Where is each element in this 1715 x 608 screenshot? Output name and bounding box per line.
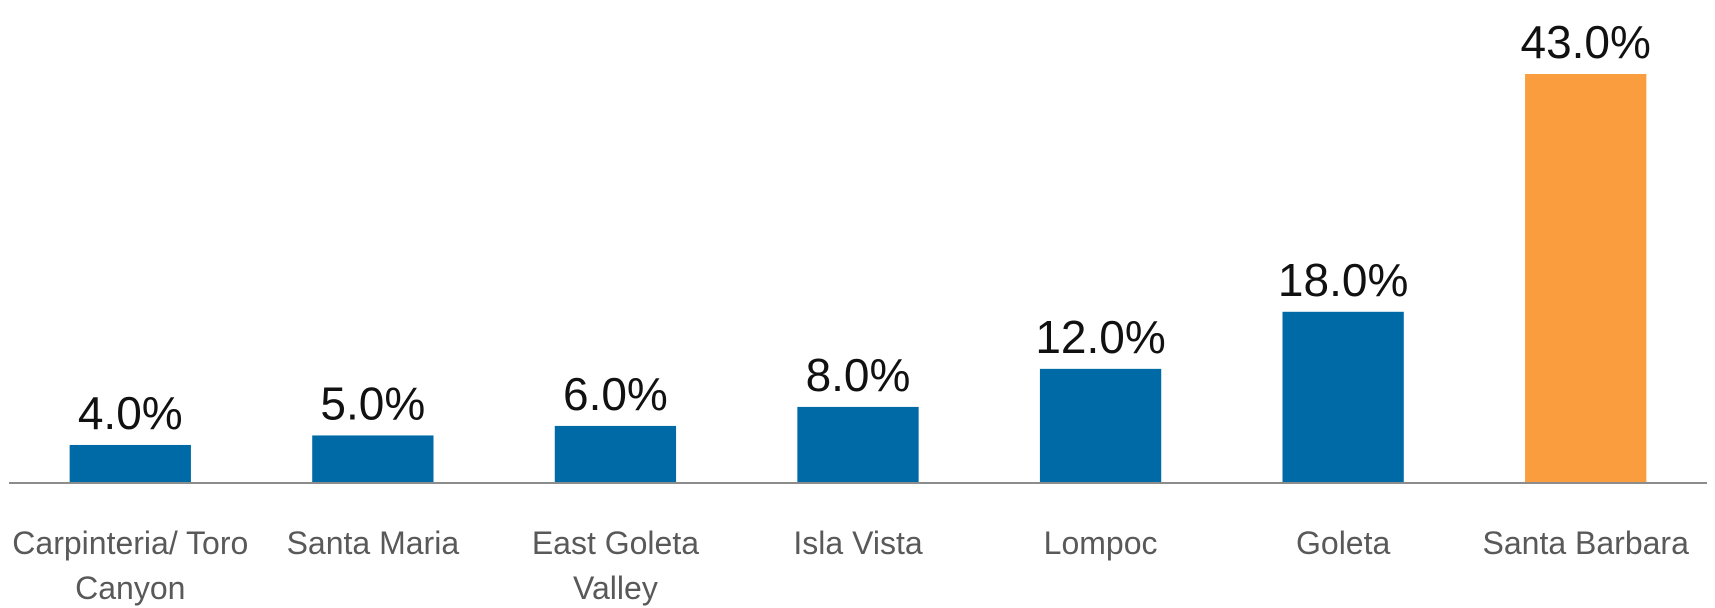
x-tick-label: Goleta [1296,525,1391,561]
x-tick-label: Isla Vista [793,525,923,561]
value-label: 43.0% [1520,16,1650,68]
x-tick-label: East Goleta Valley [531,525,700,606]
value-label: 8.0% [806,349,911,401]
x-tick-label: Santa Barbara [1482,525,1689,561]
value-label: 5.0% [320,377,425,429]
value-label: 6.0% [563,368,668,420]
value-label: 18.0% [1278,254,1408,306]
bar [554,425,677,483]
x-tick-label: Santa Maria [286,525,460,561]
bar [797,406,919,483]
value-label: 4.0% [78,387,183,439]
x-tick-label: Carpinteria/ Toro Canyon [12,525,249,606]
bar [1282,311,1404,483]
bar [69,444,191,483]
bar [1039,368,1162,483]
x-tick-label: Lompoc [1043,525,1158,561]
bar [312,435,434,483]
value-label: 12.0% [1035,311,1165,363]
bar [1525,74,1647,483]
